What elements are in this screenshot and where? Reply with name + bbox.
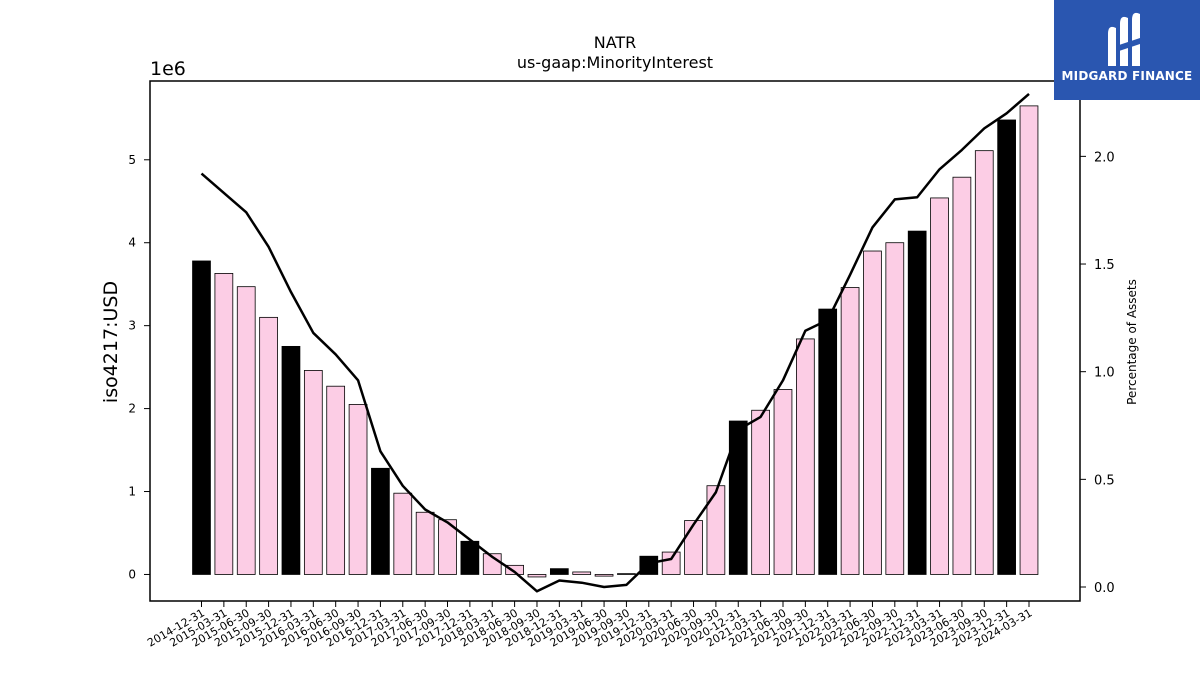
bar <box>930 197 949 575</box>
logo: MIDGARD FINANCE <box>1054 0 1200 100</box>
x-axis: 2014-12-312015-03-312015-06-302015-09-30… <box>145 601 1035 650</box>
y-tick-label: 1 <box>128 485 136 499</box>
y2-axis-label: Percentage of Assets <box>1125 279 1139 405</box>
bar <box>505 564 524 575</box>
bar <box>952 176 972 575</box>
bar <box>326 385 346 575</box>
bar <box>751 409 770 575</box>
bar <box>840 287 860 575</box>
y2-tick-label: 2.0 <box>1094 150 1115 165</box>
bar <box>617 573 636 575</box>
y-tick-label: 3 <box>128 319 136 333</box>
bar <box>527 574 547 578</box>
bar <box>773 389 793 575</box>
bar <box>572 571 592 575</box>
bar <box>706 485 726 575</box>
bar <box>1019 105 1039 575</box>
bar <box>907 230 927 575</box>
logo-text: MIDGARD FINANCE <box>1061 69 1193 83</box>
y-tick-label: 4 <box>128 236 136 250</box>
bar <box>997 119 1016 575</box>
bar <box>236 286 256 575</box>
y-tick-label: 0 <box>128 567 136 581</box>
bar <box>393 492 413 575</box>
y2-tick-label: 1.0 <box>1094 366 1115 381</box>
line-group <box>200 92 1030 593</box>
bar <box>214 273 234 575</box>
chart-title: NATR <box>594 33 637 52</box>
bar <box>863 250 882 575</box>
bar <box>684 520 703 575</box>
chart-subtitle: us-gaap:MinorityInterest <box>517 53 713 72</box>
bar <box>348 404 368 575</box>
bars-group <box>192 105 1039 578</box>
bar <box>281 345 301 575</box>
bar <box>460 540 480 575</box>
y2-axis: 0.0 0.5 1.0 1.5 2.0 <box>1080 150 1115 596</box>
y-axis-label: iso4217:USD <box>100 281 122 403</box>
bar <box>728 420 748 575</box>
bar <box>885 242 905 575</box>
bar <box>259 316 278 575</box>
bar <box>594 574 614 577</box>
bar <box>371 467 390 575</box>
y-axis: 0 1 2 3 4 5 <box>128 153 150 581</box>
bar <box>661 551 681 575</box>
bar <box>974 150 994 575</box>
percentage-line <box>200 92 1030 593</box>
bar <box>192 260 211 575</box>
y-tick-label: 5 <box>128 153 136 167</box>
bar <box>303 370 323 575</box>
bar <box>818 308 838 575</box>
logo-mark-icon <box>1108 12 1140 66</box>
y-scale-label: 1e6 <box>150 58 186 80</box>
y2-tick-label: 0.0 <box>1094 581 1115 596</box>
y-tick-label: 2 <box>128 402 136 416</box>
bar <box>549 568 569 575</box>
plot-frame <box>149 80 1081 602</box>
bar <box>639 555 659 575</box>
bar <box>415 511 435 575</box>
y2-tick-label: 0.5 <box>1094 473 1115 488</box>
y2-tick-label: 1.5 <box>1094 258 1115 273</box>
bar <box>438 519 457 575</box>
bar <box>796 338 815 575</box>
